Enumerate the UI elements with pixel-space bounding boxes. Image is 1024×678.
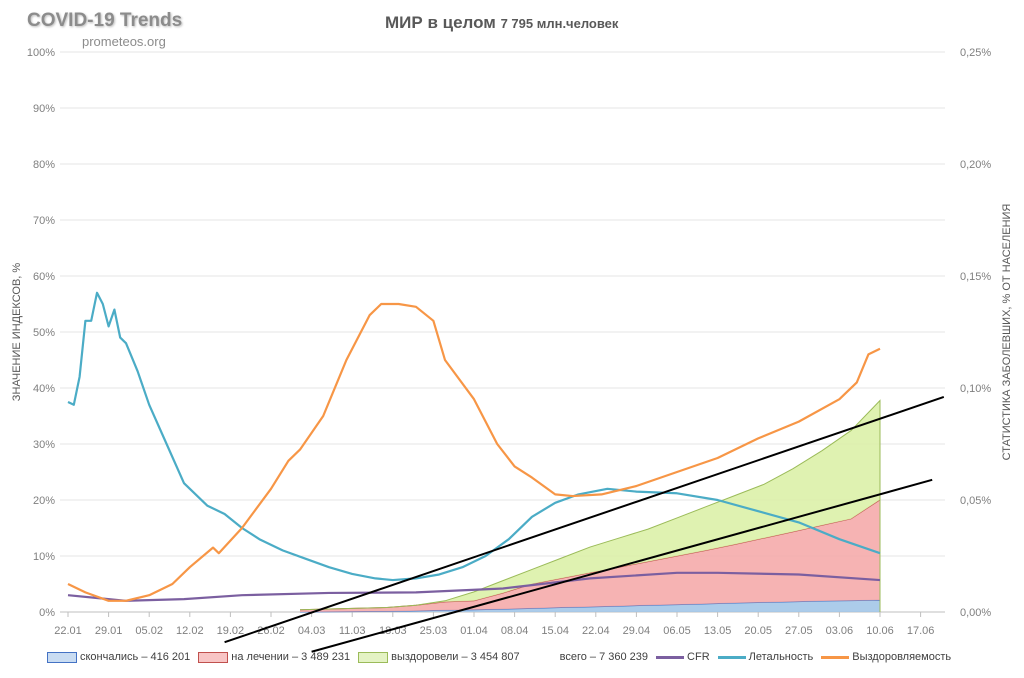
legend-recovered: выздоровели – 3 454 807 xyxy=(358,651,520,663)
legend-value: 3 489 231 xyxy=(301,651,351,663)
y-tick-label: 60% xyxy=(33,271,55,283)
y2-tick-label: 0,15% xyxy=(960,271,991,283)
legend: скончались – 416 201 на лечении – 3 489 … xyxy=(47,651,959,663)
y-tick-label: 100% xyxy=(27,47,55,59)
x-tick-label: 03.06 xyxy=(826,625,854,637)
legend-swatch xyxy=(198,651,229,663)
x-tick-label: 20.05 xyxy=(744,625,772,637)
y2-tick-label: 0,05% xyxy=(960,495,991,507)
x-tick-label: 10.06 xyxy=(866,625,894,637)
x-tick-label: 17.06 xyxy=(907,625,935,637)
x-tick-label: 05.02 xyxy=(135,625,163,637)
y-tick-label: 70% xyxy=(33,215,55,227)
x-tick-label: 04.03 xyxy=(298,625,326,637)
y2-tick-label: 0,10% xyxy=(960,383,991,395)
x-tick-label: 22.01 xyxy=(54,625,82,637)
y-tick-label: 40% xyxy=(33,383,55,395)
legend-line xyxy=(821,655,850,659)
legend-swatch xyxy=(358,651,389,663)
x-tick-label: 25.03 xyxy=(420,625,448,637)
x-tick-label: 19.02 xyxy=(217,625,245,637)
legend-label: CFR xyxy=(687,651,710,663)
active-area xyxy=(300,499,880,612)
y-tick-label: 0% xyxy=(39,607,55,619)
chart-title: МИР в целом 7 795 млн.человек xyxy=(385,13,618,33)
y-tick-label: 90% xyxy=(33,103,55,115)
recovered-area-edge xyxy=(299,399,881,612)
legend-cfr: CFR xyxy=(656,651,710,663)
legend-line xyxy=(656,655,685,659)
x-tick-label: 06.05 xyxy=(663,625,691,637)
x-tick-label: 22.04 xyxy=(582,625,610,637)
x-tick-label: 13.05 xyxy=(704,625,732,637)
y-tick-label: 80% xyxy=(33,159,55,171)
site-name: prometeos.org xyxy=(82,34,166,49)
brand-title: COVID-19 Trends xyxy=(27,10,183,31)
legend-label: на лечении xyxy=(231,651,289,663)
x-tick-label: 08.04 xyxy=(501,625,529,637)
legend-total: всего – 7 360 239 xyxy=(560,651,648,663)
y2-tick-label: 0,20% xyxy=(960,159,991,171)
x-tick-label: 01.04 xyxy=(460,625,488,637)
x-tick-label: 11.03 xyxy=(339,625,366,637)
legend-line xyxy=(717,655,746,659)
y2-tick-label: 0,25% xyxy=(960,47,991,59)
legend-lethality: Летальность xyxy=(717,651,814,663)
y2-axis-label: СТАТИСТИКА ЗАБОЛЕВШИХ, % ОТ НАСЕЛЕНИЯ xyxy=(1001,204,1013,461)
x-tick-label: 15.04 xyxy=(541,625,569,637)
population: 7 795 млн.человек xyxy=(500,16,619,31)
x-tick-label: 27.05 xyxy=(785,625,813,637)
legend-label: скончались xyxy=(80,651,139,663)
y-axis-label: ЗНАЧЕНИЕ ИНДЕКСОВ, % xyxy=(11,263,23,402)
legend-value: 3 454 807 xyxy=(470,651,520,663)
legend-deaths: скончались – 416 201 xyxy=(47,651,190,663)
y-tick-label: 10% xyxy=(33,551,55,563)
region-title: МИР в целом xyxy=(385,13,496,32)
y-tick-label: 20% xyxy=(33,495,55,507)
legend-value: 416 201 xyxy=(150,651,191,663)
trend-line xyxy=(311,478,933,653)
x-tick-label: 29.01 xyxy=(95,625,123,637)
legend-active: на лечении – 3 489 231 xyxy=(198,651,350,663)
x-tick-label: 29.04 xyxy=(623,625,651,637)
legend-label: выздоровели xyxy=(391,651,459,663)
legend-label: всего – 7 360 239 xyxy=(559,651,649,663)
legend-swatch xyxy=(47,651,77,663)
legend-label: Летальность xyxy=(748,651,814,663)
trend-line xyxy=(224,396,945,644)
recovered-area xyxy=(300,400,880,610)
x-tick-label: 12.02 xyxy=(176,625,204,637)
y-tick-label: 50% xyxy=(33,327,55,339)
y-tick-label: 30% xyxy=(33,439,55,451)
recovery-line xyxy=(67,302,881,602)
legend-label: Выздоровляемость xyxy=(852,651,952,663)
y2-tick-label: 0,00% xyxy=(960,607,991,619)
legend-recovery: Выздоровляемость xyxy=(821,651,951,663)
